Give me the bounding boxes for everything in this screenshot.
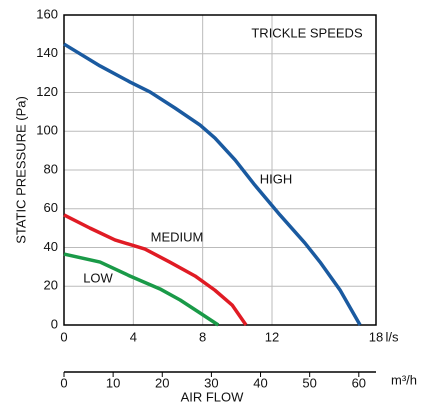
plot-frame (63, 14, 377, 326)
y-tick-label: 140 (36, 45, 58, 60)
x2-tick-label: 60 (352, 375, 366, 390)
x-tick-label: 12 (265, 329, 279, 344)
x2-tick-label: 30 (204, 375, 218, 390)
x2-tick-label: 50 (302, 375, 316, 390)
x-tick-label: 4 (130, 329, 137, 344)
series-label: LOW (83, 270, 113, 285)
x-axis-label: AIR FLOW (181, 389, 245, 404)
x2-tick-label: 0 (60, 375, 67, 390)
series-label: MEDIUM (151, 229, 204, 244)
series-line (63, 42, 362, 326)
x-tick-label: 18 (369, 329, 383, 344)
x-tick-label: 0 (60, 329, 67, 344)
series-label: HIGH (260, 171, 293, 186)
x2-tick-label: 20 (155, 375, 169, 390)
y-tick-label: 40 (44, 239, 58, 254)
y-tick-label: 60 (44, 200, 58, 215)
x-tick-label: 8 (199, 329, 206, 344)
x2-tick-label: 10 (106, 375, 120, 390)
x2-tick-label: 40 (253, 375, 267, 390)
y-tick-label: 20 (44, 278, 58, 293)
x-unit: l/s (386, 329, 400, 344)
series-line (63, 252, 220, 327)
y-tick-label: 160 (36, 6, 58, 21)
y-axis-label: STATIC PRESSURE (Pa) (13, 96, 28, 244)
y-tick-label: 80 (44, 161, 58, 176)
y-tick-label: 0 (51, 316, 58, 331)
x2-unit: m³/h (391, 372, 417, 387)
series-line (63, 213, 248, 326)
y-tick-label: 100 (36, 123, 58, 138)
y-tick-label: 120 (36, 84, 58, 99)
annotation: TRICKLE SPEEDS (251, 25, 363, 40)
